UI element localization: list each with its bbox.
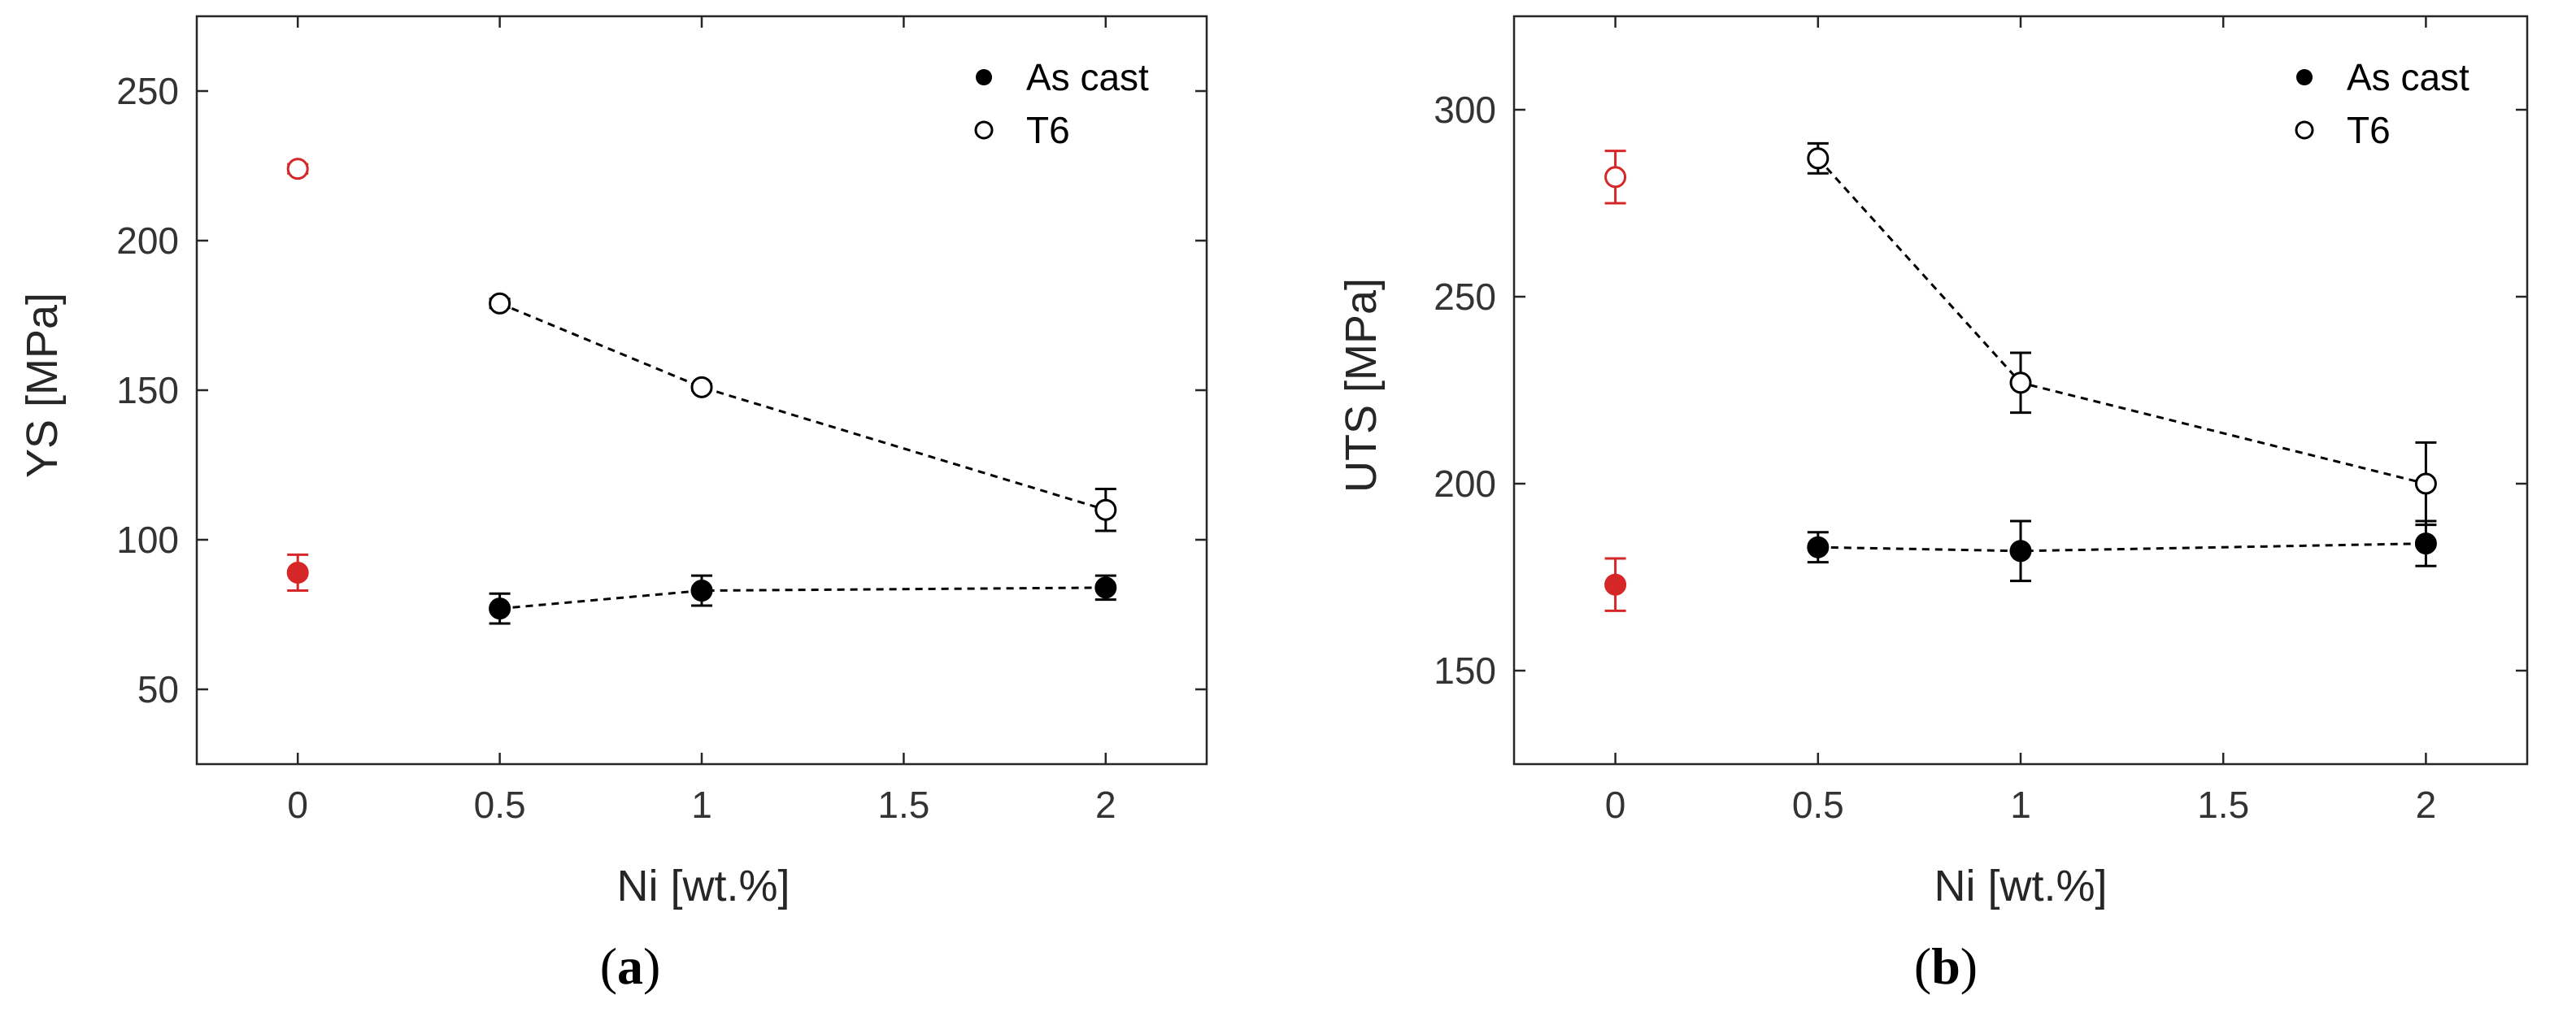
data-point-as-cast xyxy=(2414,519,2437,567)
data-point-marker xyxy=(1604,573,1627,596)
reference-point-as-cast xyxy=(286,553,309,593)
data-point-marker xyxy=(1807,147,1830,170)
data-point-t6 xyxy=(2009,351,2032,415)
legend: As cast T6 xyxy=(974,56,1149,151)
y-tick-label: 150 xyxy=(116,369,179,411)
x-axis-ticks: 0 0.5 1 1.5 2 xyxy=(287,16,1116,826)
data-point-t6 xyxy=(1094,487,1117,532)
legend-label-as-cast: As cast xyxy=(2347,56,2469,98)
y-axis-ticks: 150 200 250 300 xyxy=(1434,89,2527,692)
panel-label-b: (b) xyxy=(1914,937,1978,995)
x-tick-label: 2 xyxy=(2416,784,2437,826)
y-tick-label: 300 xyxy=(1434,89,1496,131)
reference-point-as-cast xyxy=(1604,557,1627,612)
plot-area xyxy=(1604,141,2437,612)
data-point-as-cast xyxy=(489,592,511,625)
x-axis-label: Ni [wt.%] xyxy=(616,862,790,910)
x-tick-label: 0 xyxy=(1605,784,1626,826)
x-tick-label: 1 xyxy=(2010,784,2031,826)
data-point-as-cast xyxy=(1094,574,1117,602)
data-point-marker xyxy=(1604,166,1627,189)
y-tick-label: 150 xyxy=(1434,650,1496,692)
data-point-marker xyxy=(2009,540,2032,563)
reference-point-t6 xyxy=(1604,150,1627,205)
data-point-marker xyxy=(1094,576,1117,599)
x-tick-label: 2 xyxy=(1095,784,1116,826)
data-point-marker xyxy=(690,580,713,602)
plot-area xyxy=(286,158,1117,625)
x-tick-label: 1.5 xyxy=(877,784,929,826)
data-point-marker xyxy=(2414,472,2437,495)
legend-marker-as-cast xyxy=(2296,69,2313,85)
y-tick-label: 250 xyxy=(1434,276,1496,318)
y-axis-label: UTS [MPa] xyxy=(1337,278,1386,493)
data-point-marker xyxy=(1807,536,1830,558)
y-tick-label: 200 xyxy=(1434,463,1496,505)
x-tick-label: 1.5 xyxy=(2197,784,2249,826)
y-axis-label: YS [MPa] xyxy=(18,293,67,478)
data-point-marker xyxy=(489,597,511,620)
y-tick-label: 100 xyxy=(116,519,179,561)
data-point-as-cast xyxy=(1807,531,1830,564)
data-point-marker xyxy=(690,376,713,398)
x-tick-label: 0.5 xyxy=(474,784,526,826)
legend-label-t6: T6 xyxy=(1026,109,1070,151)
chart-panel-b: 150 200 250 300 0 0.5 1 1.5 2 As cast T6 Ni [wt… xyxy=(1337,15,2529,995)
legend-label-as-cast: As cast xyxy=(1026,56,1149,98)
data-point-as-cast xyxy=(690,574,713,607)
reference-point-t6 xyxy=(286,158,309,180)
data-point-marker xyxy=(286,561,309,584)
data-point-marker xyxy=(489,292,511,315)
y-axis-ticks: 50 100 150 200 250 xyxy=(116,70,1207,710)
x-tick-label: 0 xyxy=(287,784,308,826)
legend-label-t6: T6 xyxy=(2347,109,2391,151)
legend-marker-as-cast xyxy=(976,69,992,85)
chart-panel-a: 50 100 150 200 250 0 0.5 1 1.5 2 As cast T6 Ni [… xyxy=(18,15,1208,995)
legend-marker-t6 xyxy=(974,120,994,140)
data-point-t6 xyxy=(690,376,713,398)
x-tick-label: 1 xyxy=(691,784,712,826)
series-line-t6 xyxy=(499,302,1107,511)
data-point-as-cast xyxy=(2009,519,2032,583)
data-point-t6 xyxy=(2414,441,2437,527)
x-axis-ticks: 0 0.5 1 1.5 2 xyxy=(1605,16,2436,826)
x-tick-label: 0.5 xyxy=(1792,784,1844,826)
legend-marker-t6 xyxy=(2295,120,2314,140)
series-line-as-cast xyxy=(1817,542,2426,553)
series-line-as-cast xyxy=(499,586,1106,610)
y-tick-label: 200 xyxy=(116,219,179,262)
legend: As cast T6 xyxy=(2295,56,2469,151)
data-point-marker xyxy=(2009,371,2032,394)
x-axis-label: Ni [wt.%] xyxy=(1934,862,2107,910)
data-point-marker xyxy=(286,158,309,180)
data-point-marker xyxy=(1094,498,1117,521)
y-tick-label: 50 xyxy=(137,668,179,710)
y-tick-label: 250 xyxy=(116,70,179,112)
panel-label-a: (a) xyxy=(600,937,661,995)
data-point-t6 xyxy=(489,292,511,315)
data-point-marker xyxy=(2414,532,2437,555)
data-point-t6 xyxy=(1807,141,1830,175)
